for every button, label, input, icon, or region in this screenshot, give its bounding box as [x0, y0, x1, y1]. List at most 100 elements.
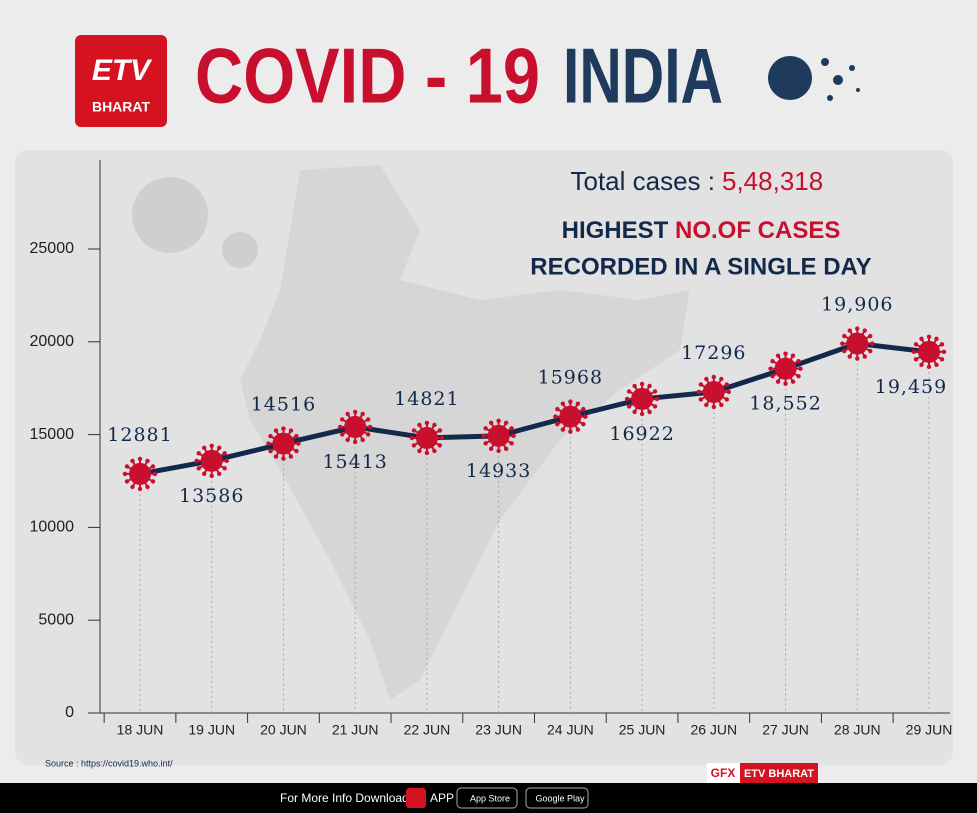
- marker-spike-tip: [568, 429, 573, 434]
- heading: RECORDED IN A SINGLE DAY: [530, 253, 871, 280]
- marker-spike-tip: [150, 464, 156, 469]
- virus-body: [768, 56, 812, 100]
- marker-spike-tip: [503, 420, 509, 426]
- y-tick-label: 15000: [30, 426, 75, 443]
- marker-spike-tip: [575, 427, 581, 432]
- marker-spike-tip: [437, 443, 443, 448]
- marker-spike-tip: [847, 328, 852, 333]
- marker-spike-tip: [870, 341, 875, 346]
- marker-spike-tip: [704, 402, 709, 408]
- x-tick-label: 22 JUN: [404, 722, 451, 738]
- marker-spike-tip: [862, 328, 867, 333]
- value-label: 15968: [538, 367, 603, 389]
- marker-spike-tip: [337, 424, 343, 430]
- marker-body: [487, 424, 510, 447]
- virus-marker: [768, 351, 803, 386]
- marker-spike-tip: [926, 364, 932, 370]
- marker-spike-tip: [704, 376, 709, 382]
- marker-spike-tip: [783, 381, 788, 386]
- marker-spike-tip: [481, 433, 486, 439]
- x-tick-label: 18 JUN: [117, 722, 164, 738]
- value-label: 18,552: [749, 393, 821, 415]
- app-store-badge[interactable]: [456, 787, 518, 809]
- marker-spike-tip: [939, 357, 945, 362]
- marker-spike-tip: [941, 349, 947, 355]
- marker-spike-tip: [209, 473, 214, 479]
- marker-spike-tip: [424, 450, 430, 456]
- marker-spike-tip: [560, 401, 566, 406]
- marker-spike-tip: [124, 464, 130, 469]
- y-tick-label: 25000: [30, 240, 75, 257]
- x-tick-label: 25 JUN: [619, 722, 666, 738]
- marker-spike-tip: [360, 437, 365, 443]
- marker-spike-tip: [652, 404, 658, 409]
- value-label: 14933: [466, 460, 531, 482]
- y-tick-label: 5000: [38, 611, 74, 628]
- title-red: COVID - 19: [195, 32, 540, 120]
- google-play-text[interactable]: Google Play: [535, 793, 585, 803]
- marker-spike-tip: [868, 348, 873, 354]
- marker-spike-tip: [224, 458, 229, 464]
- marker-spike-tip: [719, 402, 724, 408]
- marker-spike-tip: [862, 354, 867, 359]
- marker-spike-tip: [352, 409, 358, 415]
- marker-spike-tip: [696, 389, 702, 395]
- marker-spike-tip: [217, 471, 222, 477]
- virus-marker: [481, 418, 516, 454]
- virus-marker: [911, 334, 947, 370]
- marker-spike-tip: [360, 411, 365, 417]
- google-play-badge[interactable]: [525, 787, 589, 809]
- marker-spike-tip: [294, 433, 299, 439]
- marker-spike-tip: [273, 454, 279, 459]
- marker-spike-tip: [581, 421, 586, 427]
- marker-spike-tip: [196, 466, 201, 471]
- marker-spike-tip: [122, 471, 128, 477]
- marker-spike-tip: [145, 458, 150, 464]
- marker-spike-tip: [281, 426, 286, 431]
- marker-spike-tip: [352, 439, 358, 445]
- marker-spike-tip: [639, 411, 645, 417]
- marker-spike-tip: [509, 441, 514, 446]
- marker-spike-tip: [796, 373, 801, 379]
- marker-spike-tip: [345, 411, 350, 417]
- marker-spike-tip: [209, 443, 214, 449]
- marker-spike-tip: [273, 428, 279, 433]
- virus-marker: [624, 381, 660, 417]
- marker-spike-tip: [798, 366, 803, 371]
- series-line: [139, 341, 930, 477]
- marker-spike-tip: [775, 353, 781, 358]
- marker-spike-tip: [855, 356, 860, 361]
- gfx-brand-box: [740, 763, 818, 783]
- marker-spike-tip: [496, 448, 501, 454]
- title-blue: INDIA: [563, 32, 723, 120]
- marker-spike-tip: [150, 479, 156, 484]
- marker-spike-tip: [711, 374, 717, 380]
- marker-spike-tip: [632, 383, 637, 389]
- value-label: 16922: [609, 423, 674, 445]
- marker-body: [415, 426, 438, 449]
- marker-spike-tip: [913, 342, 919, 347]
- total-value: 5,48,318: [722, 166, 823, 196]
- marker-spike-tip: [698, 397, 704, 402]
- marker-spike-tip: [919, 362, 924, 368]
- marker-spike-tip: [202, 471, 207, 477]
- bg-virus: [132, 177, 208, 253]
- marker-spike-tip: [926, 334, 932, 340]
- marker-spike-tip: [555, 421, 560, 427]
- marker-spike-tip: [288, 428, 294, 433]
- marker-spike-tip: [719, 376, 724, 382]
- total-label: Total cases :: [570, 166, 715, 196]
- marker-spike-tip: [553, 414, 558, 419]
- marker-spike-tip: [417, 422, 422, 428]
- marker-spike-tip: [647, 409, 652, 415]
- marker-spike-tip: [137, 456, 143, 462]
- marker-spike-tip: [911, 349, 917, 355]
- marker-spike-tip: [417, 448, 422, 454]
- marker-spike-tip: [855, 326, 860, 331]
- app-store-text[interactable]: App Store: [470, 793, 510, 803]
- y-tick-label: 0: [65, 704, 74, 721]
- virus-icon: [768, 56, 860, 101]
- marker-spike-tip: [432, 448, 437, 454]
- marker-body: [918, 340, 940, 363]
